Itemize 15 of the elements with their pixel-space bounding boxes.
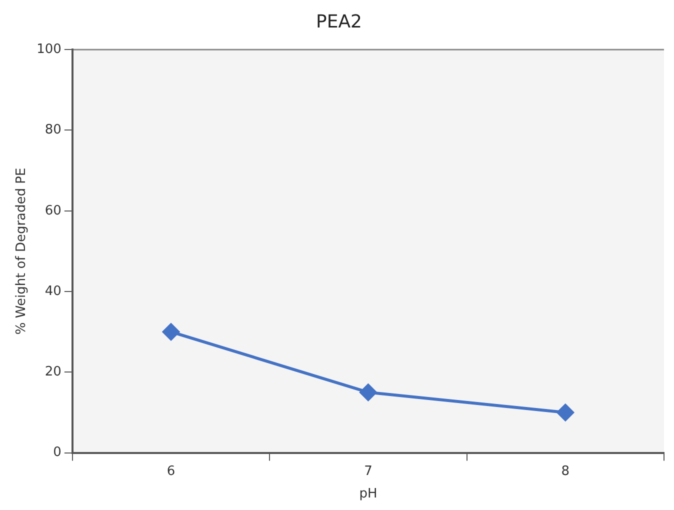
x-tick-label: 6 — [166, 464, 176, 479]
y-tick-label: 20 — [44, 364, 62, 380]
x-tick-label: 7 — [364, 464, 372, 479]
chart-title: PEA2 — [316, 11, 362, 32]
y-tick-label: 40 — [44, 284, 62, 299]
x-axis-title: pH — [359, 486, 378, 502]
y-axis-title: % Weight of Degraded PE — [14, 168, 30, 335]
y-tick-label: 100 — [36, 42, 62, 57]
point — [556, 404, 574, 421]
point — [162, 323, 180, 340]
x-tick-label: 8 — [561, 464, 570, 479]
y-tick-label: 0 — [53, 445, 62, 460]
y-tick-label: 60 — [44, 203, 62, 218]
y-tick-label: 80 — [44, 122, 62, 138]
point — [360, 384, 377, 401]
